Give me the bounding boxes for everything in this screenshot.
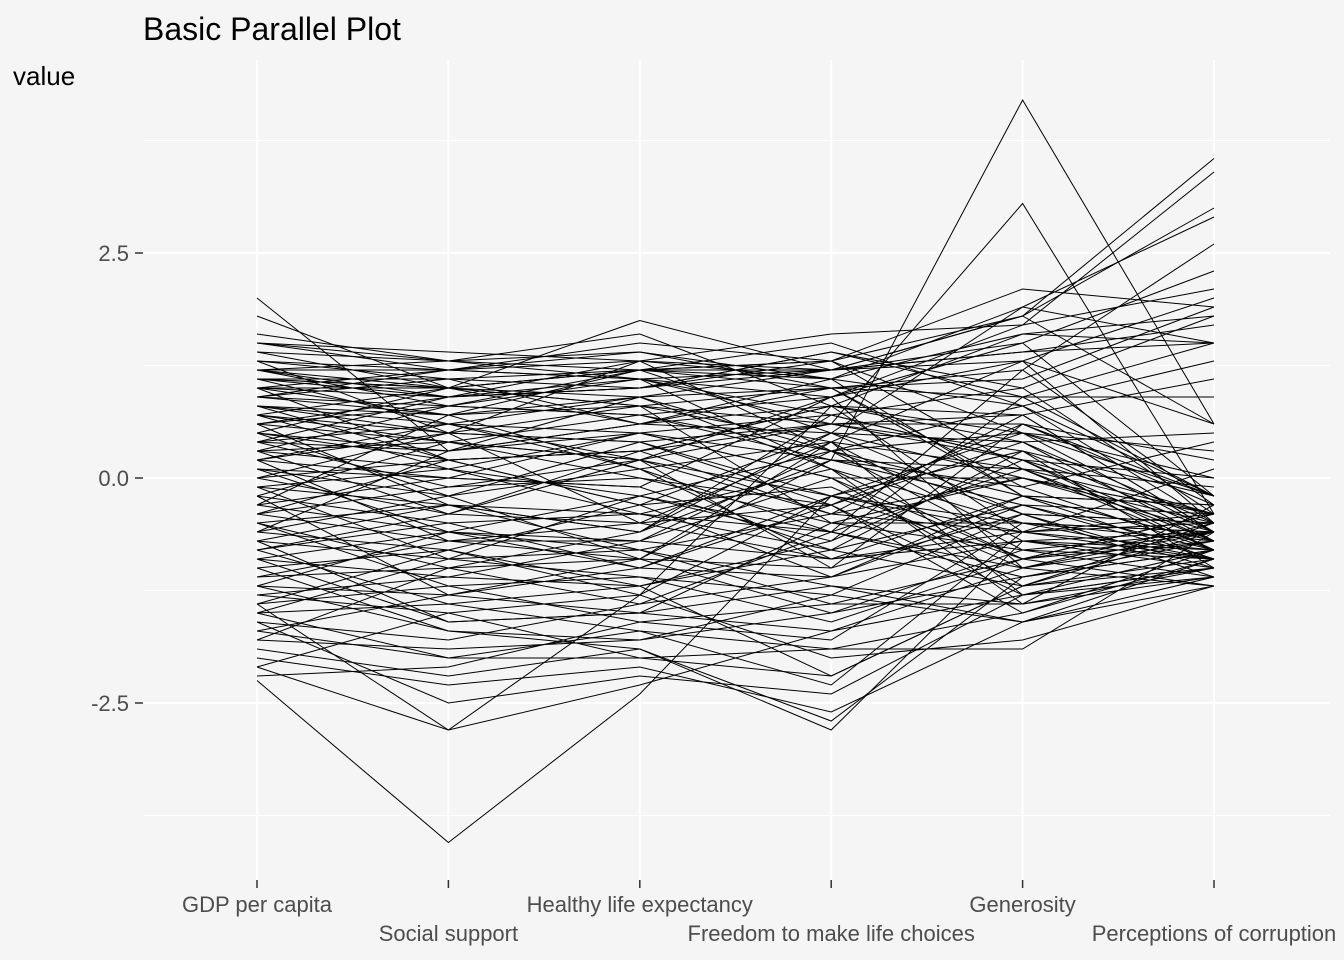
series-line-118 [256,414,1215,515]
series-line-108 [256,405,1215,542]
series-line-112 [256,387,1215,515]
y-axis-label: value [13,61,75,91]
series-line-50 [256,495,1215,614]
series-line-114 [256,432,1215,551]
series-line-53 [256,549,1215,650]
series-line-97 [256,342,1215,605]
series-line-113 [256,405,1215,515]
x-tick-label: Perceptions of corruption [1092,921,1337,946]
series-line-102 [256,387,1215,560]
chart-title: Basic Parallel Plot [143,11,401,47]
series-line-2 [256,98,1215,461]
x-tick-label: Freedom to make life choices [688,921,975,946]
series-line-30 [256,414,1215,551]
x-tick-label: Generosity [969,892,1075,917]
series-line-107 [257,342,1215,389]
series-line-93 [256,369,1215,560]
series-line-94 [256,405,1215,506]
series-line-116 [256,540,1215,632]
series-line-6 [257,207,1215,371]
y-tick-label: -2.5 [91,691,129,716]
series-line-104 [256,522,1215,677]
x-tick-label: Social support [379,921,518,946]
y-tick-label: 0.0 [98,466,129,491]
series-line-91 [256,576,1215,632]
series-line-111 [256,378,1215,533]
series-line-99 [256,405,1215,605]
series-line-49 [256,423,1215,596]
series-line-1 [256,450,1215,844]
series-line-41 [256,468,1215,560]
series-line-55 [256,558,1215,677]
x-tick-label: GDP per capita [182,892,333,917]
series-lines [256,98,1215,844]
series-line-115 [256,495,1215,596]
series-line-63 [256,549,1215,722]
series-line-103 [256,360,1215,488]
series-line-105 [256,531,1215,686]
series-line-59 [256,540,1215,731]
y-tick-label: 2.5 [98,241,129,266]
series-line-72 [256,342,1215,497]
series-line-96 [256,459,1215,560]
series-line-87 [256,432,1215,524]
series-line-110 [256,558,1215,641]
series-line-85 [256,342,1215,497]
series-line-79 [256,441,1215,614]
series-line-60 [256,585,1215,731]
series-line-100 [256,423,1215,605]
series-line-75 [256,387,1215,488]
series-line-51 [256,567,1215,623]
x-tick-label: Healthy life expectancy [527,892,753,917]
axes: -2.5 0.0 2.5 GDP per capita Social support He… [91,241,1336,946]
series-line-109 [256,486,1215,587]
series-line-117 [256,315,1215,443]
series-line-90 [256,531,1215,668]
series-line-101 [256,387,1215,578]
series-line-82 [256,468,1215,542]
series-line-5 [256,171,1215,362]
